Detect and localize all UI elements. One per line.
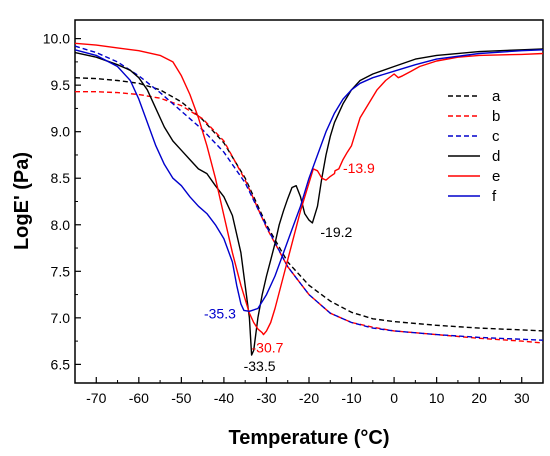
series-line-e xyxy=(74,42,544,336)
series-layer xyxy=(74,42,544,356)
x-tick-label-4: -30 xyxy=(256,390,276,406)
series-line-f xyxy=(74,49,544,312)
x-tick-label-5: -20 xyxy=(299,390,319,406)
legend-label-c: c xyxy=(492,128,500,145)
y-tick-label-7: 10.0 xyxy=(43,31,70,47)
legend-label-d: d xyxy=(492,148,500,165)
y-axis-ticks: 6.5 7.0 7.5 8.0 8.5 9.0 9.5 10.0 xyxy=(43,31,81,372)
y-tick-label-2: 7.5 xyxy=(51,263,71,279)
x-tick-label-3: -40 xyxy=(214,390,234,406)
x-tick-label-8: 10 xyxy=(429,390,445,406)
legend-label-f: f xyxy=(492,188,497,205)
plot-frame xyxy=(74,19,544,384)
y-tick-label-5: 9.0 xyxy=(51,124,71,140)
x-tick-label-6: -10 xyxy=(341,390,361,406)
legend-label-e: e xyxy=(492,168,500,185)
y-axis-title: LogE' (Pa) xyxy=(11,152,33,250)
annotations: -33.5 -30.7 -35.3 -19.2 -13.9 xyxy=(204,160,375,374)
series-line-b xyxy=(75,90,544,344)
x-tick-label-0: -70 xyxy=(86,390,106,406)
annotation-0: -33.5 xyxy=(244,358,276,374)
series-line-d xyxy=(74,48,544,356)
x-tick-label-10: 30 xyxy=(514,390,530,406)
x-axis-ticks: -70 -60 -50 -40 -30 -20 -10 0 10 20 30 xyxy=(74,377,544,406)
y-tick-label-1: 7.0 xyxy=(51,310,71,326)
annotation-1: -30.7 xyxy=(252,340,284,356)
y-tick-label-0: 6.5 xyxy=(51,356,71,372)
annotation-2: -35.3 xyxy=(204,305,236,321)
y-tick-label-6: 9.5 xyxy=(51,77,71,93)
x-tick-label-1: -60 xyxy=(129,390,149,406)
series-line-c xyxy=(74,45,544,341)
annotation-4: -13.9 xyxy=(343,160,375,176)
annotation-3: -19.2 xyxy=(320,224,352,240)
x-tick-label-2: -50 xyxy=(171,390,191,406)
y-tick-label-4: 8.5 xyxy=(51,170,71,186)
legend-label-b: b xyxy=(492,108,500,125)
x-tick-label-9: 20 xyxy=(471,390,487,406)
legend-label-a: a xyxy=(492,88,501,105)
y-tick-label-3: 8.0 xyxy=(51,217,71,233)
x-tick-label-7: 0 xyxy=(390,390,398,406)
series-line-a xyxy=(74,77,544,332)
x-axis-title: Temperature (°C) xyxy=(229,427,390,449)
